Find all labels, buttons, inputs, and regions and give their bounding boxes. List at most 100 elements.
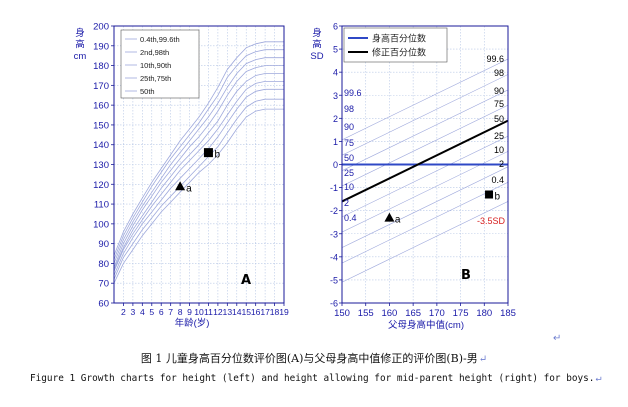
caption-chinese: 图 1 儿童身高百分位数评价图(A)与父母身高中值修正的评价图(B)-男↵	[0, 350, 628, 366]
percentile-parallel-line	[342, 135, 508, 218]
caption-return-mark: ↵	[595, 373, 602, 384]
y-axis-title: 身高 cm	[74, 27, 87, 62]
right-percentile-label: 2	[499, 159, 504, 169]
x-tick-label: 10	[194, 307, 204, 317]
y-tick-label: 140	[93, 140, 109, 151]
y-axis-title-part: cm	[74, 51, 87, 62]
legend-label: 0.4th,99.6th	[140, 35, 180, 44]
percentile-parallel-line	[342, 74, 508, 156]
point-label-b: b	[214, 150, 220, 161]
caption-english-text: Figure 1 Growth charts for height (left)…	[30, 373, 595, 384]
panel-letter-b: B	[461, 268, 471, 283]
legend-box	[343, 27, 448, 63]
x-tick-label: 5	[149, 307, 154, 317]
series-line	[113, 49, 284, 260]
x-tick-label: 18	[270, 307, 280, 317]
panel-letter-a: A	[241, 273, 251, 288]
legend-label: 身高百分位数	[372, 33, 426, 44]
right-percentile-label: 0.4	[491, 175, 504, 185]
y-tick-label: 150	[93, 120, 109, 131]
y-tick-label: 2	[333, 114, 338, 124]
y-tick-label: 60	[98, 299, 109, 310]
series-line	[113, 57, 284, 264]
y-tick-label: -5	[330, 275, 338, 285]
series-line	[113, 81, 284, 272]
y-tick-label: 70	[98, 279, 109, 290]
right-percentile-label: 10	[494, 145, 504, 155]
series-line	[113, 88, 284, 276]
x-tick-label: 7	[168, 307, 173, 317]
x-tick-label: 11	[204, 307, 213, 317]
right-percentile-label: 75	[494, 99, 504, 109]
y-tick-label: 190	[93, 41, 109, 52]
y-tick-label: -3	[330, 229, 338, 239]
x-tick-label: 165	[405, 308, 421, 319]
right-percentile-label: 50	[494, 114, 504, 124]
threshold-label: -3.5SD	[477, 216, 506, 226]
y-tick-label: 200	[93, 22, 109, 33]
x-tick-label: 19	[279, 307, 289, 317]
y-tick-label: 110	[94, 200, 109, 211]
right-percentile-label: 25	[494, 131, 504, 141]
point-marker-a	[384, 212, 395, 222]
y-tick-label: 6	[333, 22, 338, 32]
y-tick-label: -6	[330, 299, 338, 309]
chart-b: 身高百分位数修正百分位数99.698907550251020.499.69890…	[310, 22, 516, 332]
series-line	[113, 65, 284, 268]
y-tick-label: 130	[93, 160, 109, 171]
left-percentile-label: 0.4	[344, 213, 357, 223]
left-percentile-label: 90	[344, 122, 354, 132]
x-tick-label: 6	[159, 307, 164, 317]
right-percentile-label: 99.6	[486, 54, 504, 64]
y-tick-label: 0	[333, 160, 338, 170]
x-tick-label: 155	[358, 308, 374, 319]
y-axis-title-part: 身	[75, 27, 85, 39]
legend-label: 50th	[140, 87, 155, 96]
y-tick-label: 120	[93, 180, 109, 191]
caption-chinese-text: 图 1 儿童身高百分位数评价图(A)与父母身高中值修正的评价图(B)-男	[140, 352, 478, 365]
x-tick-label: 170	[429, 308, 445, 319]
y-tick-label: 80	[98, 259, 109, 270]
x-tick-label: 175	[453, 308, 469, 319]
y-tick-label: 4	[333, 68, 338, 78]
y-tick-label: 160	[93, 101, 109, 112]
corrected-percentile-line	[341, 119, 509, 203]
point-marker-b	[203, 148, 213, 158]
point-label-a: a	[395, 215, 401, 226]
series-line	[113, 98, 284, 280]
caption-return-mark: ↵	[478, 354, 488, 365]
percentile-parallel-line	[342, 104, 508, 187]
legend-label: 25th,75th	[140, 74, 171, 83]
series-line	[113, 41, 284, 256]
parallel-lines	[342, 58, 508, 283]
left-percentile-label: 98	[344, 104, 354, 114]
x-tick-label: 9	[187, 307, 192, 317]
left-percentile-label: 25	[344, 168, 354, 178]
percentile-parallel-line	[342, 166, 508, 248]
x-tick-label: 185	[500, 308, 516, 319]
y-tick-label: 180	[93, 61, 109, 72]
left-percentile-label: 50	[344, 153, 354, 163]
x-tick-label: 3	[130, 307, 135, 317]
percentile-parallel-line	[342, 182, 508, 264]
percentile-parallel-line	[342, 89, 508, 172]
y-axis-title-part: 高	[312, 39, 322, 51]
y-tick-label: -1	[330, 183, 338, 193]
y-tick-label: 170	[93, 81, 109, 92]
x-axis-title: 年龄(岁)	[175, 317, 210, 329]
x-axis-title: 父母身高中值(cm)	[388, 319, 464, 331]
y-axis-title-part: 身	[312, 27, 322, 39]
x-tick-label: 15	[241, 307, 251, 317]
series-line	[113, 73, 284, 270]
x-tick-label: 13	[223, 307, 233, 317]
right-percentile-label: 98	[494, 68, 504, 78]
x-tick-label: 12	[213, 307, 223, 317]
series-line	[113, 108, 284, 284]
y-tick-label: 1	[333, 137, 338, 147]
x-tick-label: 180	[476, 308, 492, 319]
point-label-a: a	[186, 183, 192, 194]
x-tick-label: 14	[232, 307, 242, 317]
y-tick-label: 5	[333, 45, 338, 55]
percentile-parallel-line	[342, 201, 508, 283]
